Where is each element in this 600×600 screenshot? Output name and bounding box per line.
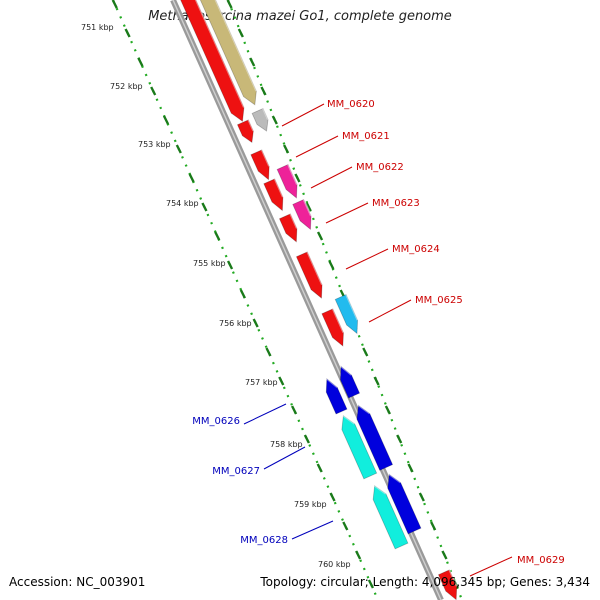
ruler-tick xyxy=(303,434,310,444)
gene-feature-red xyxy=(180,0,245,122)
gene-leader-line xyxy=(310,166,353,189)
ruler-tick xyxy=(124,28,131,38)
gene-feature-blue xyxy=(387,473,422,535)
ruler-tick xyxy=(362,347,369,357)
ruler-tick xyxy=(342,521,349,531)
gene-feature-red xyxy=(250,149,271,181)
kbp-tick-label: 752 kbp xyxy=(110,82,143,91)
ruler-tick xyxy=(175,144,182,154)
gene-leader-line xyxy=(345,248,389,270)
kbp-tick-label: 759 kbp xyxy=(294,500,327,509)
ruler-tick xyxy=(407,463,414,473)
ruler-tick xyxy=(271,115,278,125)
gene-feature-red xyxy=(278,213,298,243)
kbp-tick-label: 751 kbp xyxy=(81,23,114,32)
ruler-tick xyxy=(249,57,256,67)
gene-leader-line xyxy=(368,299,412,323)
ruler-tick-labels: 751 kbp 752 kbp 753 kbp 754 kbp 755 kbp 756 k… xyxy=(81,23,351,569)
gene-feature-blue xyxy=(356,404,394,471)
kbp-tick-label: 755 kbp xyxy=(193,259,226,268)
gene-leader-line xyxy=(295,135,339,158)
gene-leader-lines xyxy=(243,103,513,577)
gene-labels: MM_0620 MM_0621 MM_0622 MM_0623 MM_0624 MM_06… xyxy=(192,99,564,566)
gene-feature-blue xyxy=(340,365,361,399)
gene-label-mm_0625[interactable]: MM_0625 xyxy=(415,295,463,306)
kbp-tick-label: 760 kbp xyxy=(318,560,351,569)
gene-label-mm_0622[interactable]: MM_0622 xyxy=(356,162,404,173)
gene-label-mm_0624[interactable]: MM_0624 xyxy=(392,244,440,255)
kbp-tick-label: 756 kbp xyxy=(219,319,252,328)
ruler-tick xyxy=(283,144,290,154)
gene-feature-cyan xyxy=(372,484,409,550)
gene-feature-red xyxy=(295,251,323,299)
ruler-tick xyxy=(226,0,233,9)
ruler-tick xyxy=(294,173,301,183)
gene-leader-line xyxy=(469,556,513,577)
gene-leader-line xyxy=(243,403,287,425)
gene-feature-pink xyxy=(276,163,298,199)
kbp-tick-label: 754 kbp xyxy=(166,199,199,208)
ruler-tick xyxy=(239,289,246,299)
ruler-tick xyxy=(373,376,380,386)
ruler-tick xyxy=(328,260,335,270)
gene-label-mm_0628[interactable]: MM_0628 xyxy=(240,535,288,546)
gene-leader-line xyxy=(291,520,334,540)
gene-label-mm_0626[interactable]: MM_0626 xyxy=(192,416,240,427)
gene-label-mm_0621[interactable]: MM_0621 xyxy=(342,131,390,142)
inner-ruler-ticks xyxy=(111,0,375,589)
gene-feature-red xyxy=(437,569,458,600)
accession-text: Accession: NC_003901 xyxy=(9,575,146,589)
gene-leader-line xyxy=(325,202,369,224)
ruler-tick xyxy=(329,492,336,502)
ruler-tick xyxy=(384,405,391,415)
gene-label-mm_0627[interactable]: MM_0627 xyxy=(212,466,260,477)
gene-feature-cyan xyxy=(341,414,378,480)
kbp-tick-label: 757 kbp xyxy=(245,378,278,387)
gene-label-mm_0629[interactable]: MM_0629 xyxy=(517,555,565,566)
genome-summary-text: Topology: circular; Length: 4,096,345 bp… xyxy=(260,575,590,589)
gene-feature-light-blue xyxy=(334,293,359,335)
ruler-tick xyxy=(237,28,244,38)
ruler-tick xyxy=(367,579,375,589)
gene-feature-red xyxy=(263,178,284,212)
ruler-tick xyxy=(162,115,170,125)
gene-label-mm_0623[interactable]: MM_0623 xyxy=(372,198,420,209)
kbp-tick-label: 758 kbp xyxy=(270,440,303,449)
gene-feature-grey xyxy=(251,107,269,132)
ruler-tick xyxy=(291,405,298,415)
ruler-tick xyxy=(111,0,118,9)
gene-features xyxy=(180,0,458,600)
ruler-tick xyxy=(430,521,437,531)
kbp-tick-label: 753 kbp xyxy=(138,140,171,149)
outer-ruler-ticks xyxy=(226,0,459,589)
gene-leader-line xyxy=(263,446,306,470)
ruler-tick xyxy=(252,318,259,328)
ruler-tick xyxy=(137,57,144,67)
ruler-tick xyxy=(150,86,157,96)
ruler-tick xyxy=(201,202,208,212)
ruler-tick xyxy=(396,434,403,444)
ruler-tick xyxy=(418,492,425,502)
ruler-tick xyxy=(305,202,312,212)
gene-feature-red xyxy=(321,308,345,347)
ruler-tick xyxy=(355,550,362,560)
ruler-tick xyxy=(316,463,323,473)
gene-feature-red xyxy=(236,119,255,144)
ruler-tick xyxy=(441,550,448,560)
ruler-tick xyxy=(226,260,234,270)
gene-leader-line xyxy=(281,103,325,127)
inner-ruler-line xyxy=(111,0,380,600)
ruler-tick xyxy=(265,347,272,357)
gene-feature-olive xyxy=(199,0,258,106)
gene-feature-pink xyxy=(292,198,312,231)
gene-feature-blue xyxy=(325,377,348,415)
ruler-tick xyxy=(316,231,324,241)
ruler-tick xyxy=(278,376,285,386)
ruler-tick xyxy=(214,231,221,241)
gene-label-mm_0620[interactable]: MM_0620 xyxy=(327,99,375,110)
ruler-tick xyxy=(188,173,195,183)
ruler-tick xyxy=(260,86,267,96)
